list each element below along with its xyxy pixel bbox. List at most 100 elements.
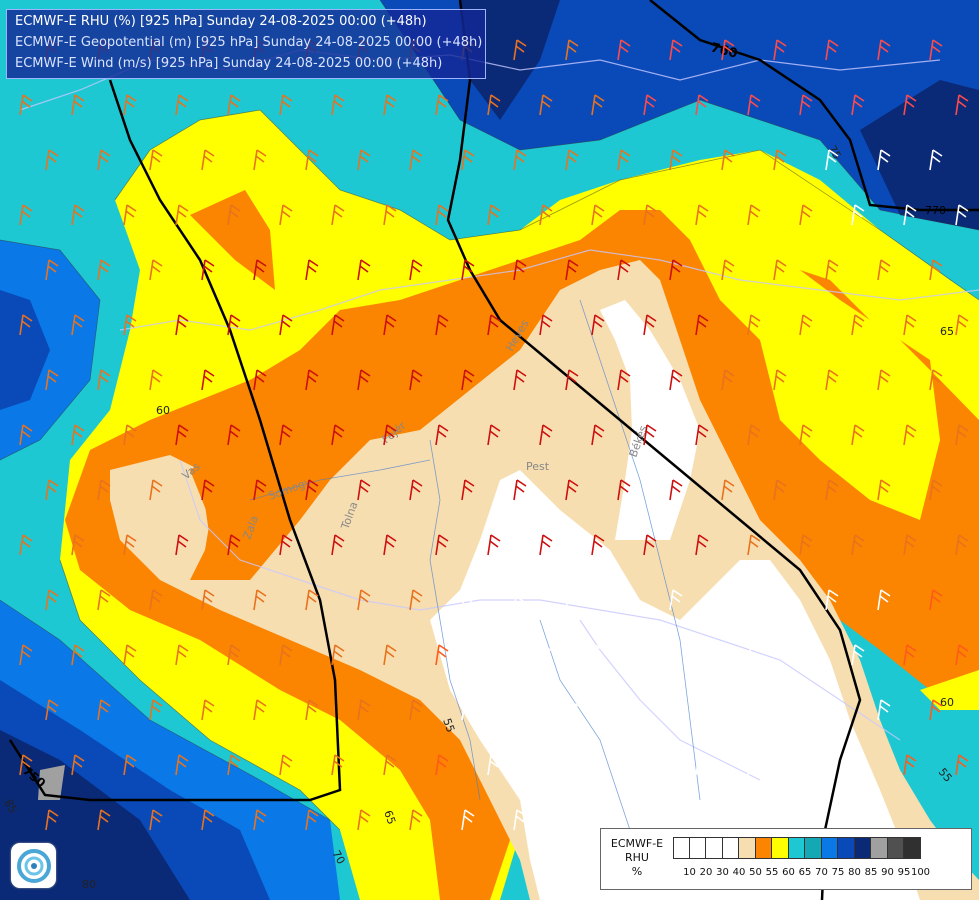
wind-barb (357, 259, 371, 281)
wind-barb (721, 699, 735, 721)
wind-barb (877, 369, 891, 391)
wind-barb (71, 644, 85, 666)
wind-barb (383, 534, 397, 556)
legend-tick: 40 (732, 867, 746, 878)
wind-barb (877, 699, 891, 721)
wind-barb (71, 424, 85, 446)
wind-barb (305, 699, 319, 721)
wind-barb (253, 479, 267, 501)
wind-barb (643, 644, 657, 666)
wind-barb (513, 589, 527, 611)
title-wind: ECMWF-E Wind (m/s) [925 hPa] Sunday 24-0… (15, 56, 443, 71)
wind-barb (123, 534, 137, 556)
wind-barb (903, 204, 917, 226)
legend-swatch (673, 837, 690, 859)
swirl-logo-icon (17, 849, 51, 883)
legend-swatch (805, 837, 822, 859)
legend-tick-labels: 10 20 30 40 50 55 60 65 70 75 80 85 90 95 100 (673, 867, 973, 881)
wind-barb (461, 259, 475, 281)
wind-barb (435, 204, 449, 226)
wind-barb (123, 94, 137, 116)
wind-barb (513, 809, 527, 831)
legend-swatch (821, 837, 838, 859)
wind-barb (539, 754, 553, 776)
wind-barb (747, 424, 761, 446)
title-geopotential: ECMWF-E Geopotential (m) [925 hPa] Sunda… (15, 35, 483, 50)
wind-barb (149, 259, 163, 281)
wind-barb (279, 534, 293, 556)
wind-barb (851, 534, 865, 556)
rhu-grey-patch (38, 765, 65, 800)
contour-label-60b: 60 (940, 696, 954, 709)
wind-barb (695, 754, 709, 776)
wind-barb (253, 369, 267, 391)
wind-barb (123, 204, 137, 226)
wind-barb (591, 314, 605, 336)
wind-barb (747, 644, 761, 666)
wind-barb (227, 534, 241, 556)
wind-barb (747, 94, 761, 116)
wind-barb (721, 259, 735, 281)
legend-swatch (772, 837, 789, 859)
wind-barb (565, 149, 579, 171)
wind-barb (201, 479, 215, 501)
wind-barb (487, 534, 501, 556)
wind-barb (45, 149, 59, 171)
wind-barb (825, 699, 839, 721)
wind-barb (929, 589, 943, 611)
wind-barb (903, 754, 917, 776)
legend-swatch (739, 837, 756, 859)
wind-barb (201, 259, 215, 281)
wind-barb (409, 259, 423, 281)
wind-barb (201, 369, 215, 391)
wind-barb (643, 424, 657, 446)
legend-tick: 95 (897, 867, 911, 878)
wind-barb (565, 589, 579, 611)
wind-barb (175, 754, 189, 776)
wind-barb (409, 479, 423, 501)
rivers (249, 299, 701, 861)
wind-barb (461, 369, 475, 391)
wind-barb (71, 534, 85, 556)
wind-barb (773, 259, 787, 281)
wind-barb (279, 314, 293, 336)
wind-barb (617, 39, 631, 61)
wind-barb (617, 699, 631, 721)
legend-title-variable: RHU (625, 851, 649, 864)
wind-barb (435, 314, 449, 336)
wind-barb (955, 314, 969, 336)
wind-barb (331, 204, 345, 226)
contour-label-55a: 55 (440, 717, 457, 735)
wind-barb (669, 39, 683, 61)
wind-barb (19, 94, 33, 116)
geopotential-line-770 (649, 0, 979, 212)
meteo-logo (11, 843, 56, 888)
wind-barb (487, 424, 501, 446)
wind-barb (201, 809, 215, 831)
wind-barb (773, 479, 787, 501)
wind-barb (383, 94, 397, 116)
wind-barb (903, 94, 917, 116)
wind-barb (461, 699, 475, 721)
wind-barb (539, 534, 553, 556)
wind-barb (201, 149, 215, 171)
wind-barb (435, 754, 449, 776)
wind-barb (175, 644, 189, 666)
wind-barb (487, 204, 501, 226)
contour-label-85: 85 (1, 797, 19, 816)
wind-barb (383, 204, 397, 226)
wind-barb (695, 314, 709, 336)
wind-barb (539, 204, 553, 226)
wind-barb (669, 149, 683, 171)
legend-color-scale (673, 837, 921, 859)
wind-barb (877, 589, 891, 611)
wind-barb (175, 94, 189, 116)
wind-barb (331, 534, 345, 556)
wind-barb (591, 534, 605, 556)
contour-label-60a: 60 (156, 404, 170, 417)
wind-barb (123, 424, 137, 446)
legend-tick: 85 (864, 867, 878, 878)
rhu-orange-patch-top (190, 190, 275, 290)
map-title-panel: ECMWF-E RHU (%) [925 hPa] Sunday 24-08-2… (6, 9, 486, 79)
legend-tick: 80 (848, 867, 861, 878)
